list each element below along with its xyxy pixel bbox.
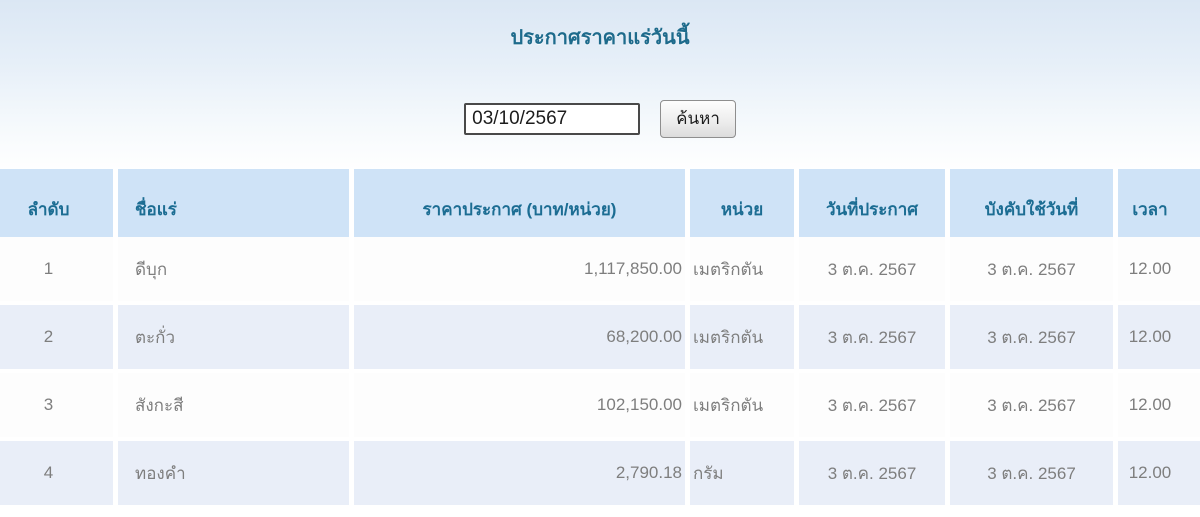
header-announce-date: วันที่ประกาศ [799,169,945,249]
header-effective-date: บังคับใช้วันที่ [950,169,1113,249]
order-cell: 4 [0,441,113,505]
price-cell: 68,200.00 [354,305,685,369]
header-order: ลำดับ [0,169,113,249]
price-cell: 1,117,850.00 [354,237,685,301]
unit-cell: เมตริกตัน [690,237,794,301]
search-bar: ค้นหา [0,100,1200,138]
effective-date-cell: 3 ต.ค. 2567 [950,237,1113,301]
price-cell: 2,790.18 [354,441,685,505]
order-cell: 1 [0,237,113,301]
price-cell: 102,150.00 [354,373,685,437]
header-price: ราคาประกาศ (บาท/หน่วย) [354,169,685,249]
unit-cell: เมตริกตัน [690,373,794,437]
announce-date-cell: 3 ต.ค. 2567 [799,373,945,437]
effective-date-cell: 3 ต.ค. 2567 [950,305,1113,369]
time-cell: 12.00 [1118,373,1200,437]
header-time: เวลา [1118,169,1200,249]
time-cell: 12.00 [1118,305,1200,369]
mineral-name-cell: ดีบุก [118,237,349,301]
time-cell: 12.00 [1118,237,1200,301]
mineral-name-cell: ตะกั่ว [118,305,349,369]
page-title: ประกาศราคาแร่วันนี้ [510,27,690,49]
unit-cell: กรัม [690,441,794,505]
unit-cell: เมตริกตัน [690,305,794,369]
effective-date-cell: 3 ต.ค. 2567 [950,441,1113,505]
mineral-name-cell: สังกะสี [118,373,349,437]
mineral-price-table: ลำดับ ชื่อแร่ ราคาประกาศ (บาท/หน่วย) หน่… [0,169,1200,505]
effective-date-cell: 3 ต.ค. 2567 [950,373,1113,437]
announce-date-cell: 3 ต.ค. 2567 [799,237,945,301]
announce-date-cell: 3 ต.ค. 2567 [799,441,945,505]
search-button[interactable]: ค้นหา [660,100,736,138]
header-unit: หน่วย [690,169,794,249]
announce-date-cell: 3 ต.ค. 2567 [799,305,945,369]
header-mineral-name: ชื่อแร่ [118,169,349,249]
date-input[interactable] [464,103,641,135]
time-cell: 12.00 [1118,441,1200,505]
mineral-name-cell: ทองคำ [118,441,349,505]
order-cell: 3 [0,373,113,437]
order-cell: 2 [0,305,113,369]
